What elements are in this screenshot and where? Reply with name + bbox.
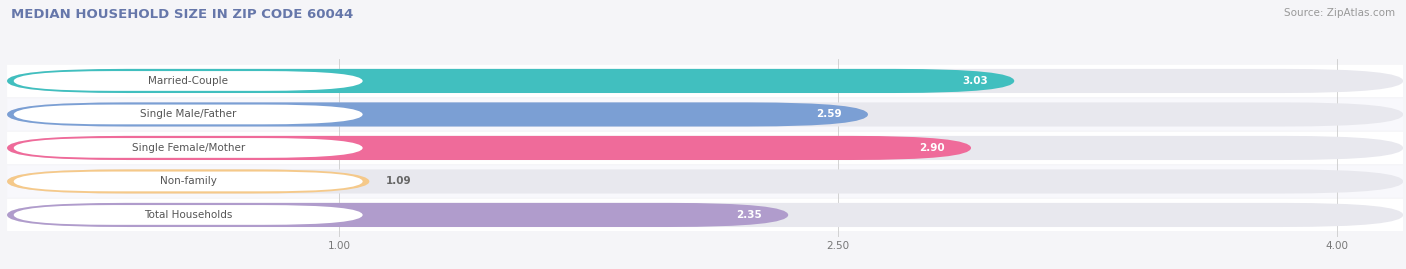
FancyBboxPatch shape	[7, 132, 1403, 164]
Text: Single Female/Mother: Single Female/Mother	[132, 143, 245, 153]
FancyBboxPatch shape	[7, 199, 1403, 231]
FancyBboxPatch shape	[7, 165, 1403, 197]
Text: 3.03: 3.03	[962, 76, 987, 86]
FancyBboxPatch shape	[7, 69, 1403, 93]
Text: Source: ZipAtlas.com: Source: ZipAtlas.com	[1284, 8, 1395, 18]
FancyBboxPatch shape	[7, 203, 789, 227]
FancyBboxPatch shape	[7, 169, 1403, 193]
FancyBboxPatch shape	[7, 102, 868, 126]
Text: Single Male/Father: Single Male/Father	[141, 109, 236, 119]
FancyBboxPatch shape	[14, 138, 363, 158]
Text: Married-Couple: Married-Couple	[148, 76, 228, 86]
FancyBboxPatch shape	[7, 102, 1403, 126]
Text: Non-family: Non-family	[160, 176, 217, 186]
Text: MEDIAN HOUSEHOLD SIZE IN ZIP CODE 60044: MEDIAN HOUSEHOLD SIZE IN ZIP CODE 60044	[11, 8, 353, 21]
FancyBboxPatch shape	[14, 105, 363, 124]
Text: 2.90: 2.90	[920, 143, 945, 153]
FancyBboxPatch shape	[14, 172, 363, 191]
Text: Total Households: Total Households	[143, 210, 232, 220]
Text: 2.35: 2.35	[735, 210, 762, 220]
Text: 2.59: 2.59	[815, 109, 841, 119]
FancyBboxPatch shape	[7, 65, 1403, 97]
FancyBboxPatch shape	[14, 71, 363, 91]
Text: 1.09: 1.09	[387, 176, 412, 186]
FancyBboxPatch shape	[7, 69, 1014, 93]
FancyBboxPatch shape	[14, 205, 363, 225]
FancyBboxPatch shape	[7, 203, 1403, 227]
FancyBboxPatch shape	[7, 98, 1403, 130]
FancyBboxPatch shape	[7, 136, 1403, 160]
FancyBboxPatch shape	[7, 169, 370, 193]
FancyBboxPatch shape	[7, 136, 972, 160]
